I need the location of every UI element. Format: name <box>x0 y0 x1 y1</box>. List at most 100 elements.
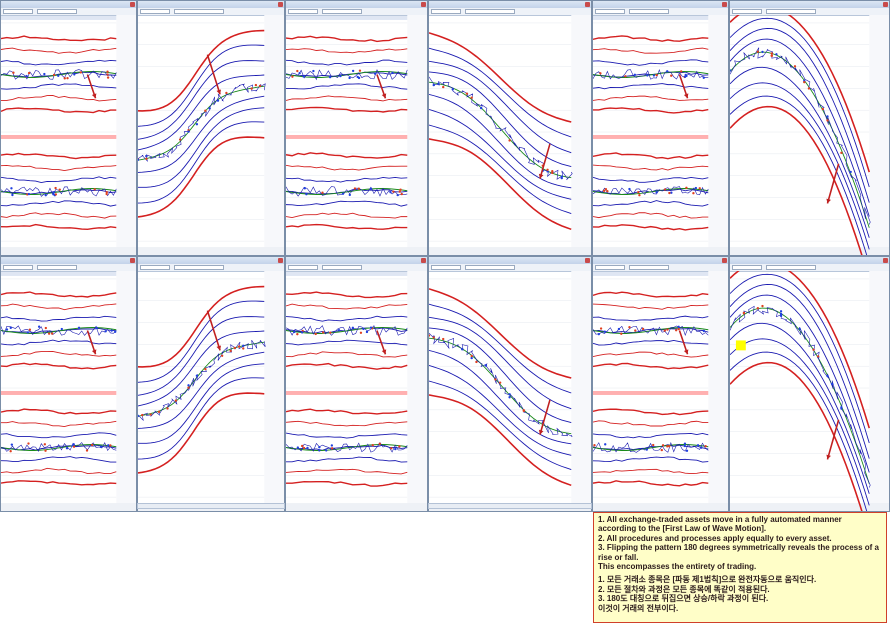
signal-dot <box>702 329 706 333</box>
chart-window-7[interactable] <box>0 256 137 512</box>
chart-caption-bar <box>1 135 117 139</box>
window-titlebar[interactable] <box>730 1 889 8</box>
band-line <box>1 71 117 78</box>
price-axis <box>869 271 889 511</box>
signal-dot <box>770 52 773 55</box>
chart-window-8[interactable] <box>137 256 285 512</box>
band-line <box>593 291 709 298</box>
window-titlebar[interactable] <box>138 257 284 264</box>
window-titlebar[interactable] <box>429 257 591 264</box>
signal-dot <box>560 176 563 180</box>
window-titlebar[interactable] <box>593 257 728 264</box>
chart-window-9[interactable] <box>285 256 428 512</box>
chart-window-6[interactable] <box>729 0 890 256</box>
close-icon[interactable] <box>883 258 888 263</box>
signal-dot <box>43 443 47 446</box>
horizontal-scrollbar[interactable] <box>137 503 285 509</box>
signal-dot <box>43 72 46 76</box>
close-icon[interactable] <box>278 2 283 7</box>
wave-price-chart <box>138 271 284 511</box>
band-line <box>138 351 265 429</box>
chart-window-4[interactable] <box>428 0 592 256</box>
signal-dot <box>666 70 669 73</box>
window-titlebar[interactable] <box>286 1 427 8</box>
chart-window-5[interactable] <box>592 0 729 256</box>
band-line <box>286 362 408 370</box>
signal-dot <box>704 445 707 448</box>
window-titlebar[interactable] <box>593 1 728 8</box>
signal-dot <box>371 443 374 447</box>
chart-window-12[interactable] <box>729 256 890 512</box>
signal-dot <box>470 96 473 99</box>
close-icon[interactable] <box>585 2 590 7</box>
band-line <box>429 364 572 456</box>
signal-dot <box>330 447 334 450</box>
close-icon[interactable] <box>722 258 727 263</box>
moving-average-line <box>1 188 117 195</box>
signal-dot <box>694 186 698 190</box>
window-titlebar[interactable] <box>1 257 136 264</box>
band-line <box>1 432 117 439</box>
signal-dot <box>65 447 69 450</box>
chart-toolbar[interactable] <box>429 264 591 272</box>
close-icon[interactable] <box>130 2 135 7</box>
signal-dot <box>341 192 345 195</box>
signal-dot <box>698 187 701 190</box>
band-line <box>138 107 265 188</box>
window-titlebar[interactable] <box>286 257 427 264</box>
close-icon[interactable] <box>722 2 727 7</box>
signal-dot <box>770 54 773 58</box>
signal-dot <box>369 187 373 191</box>
chart-toolbar[interactable] <box>429 8 591 16</box>
chart-window-2[interactable] <box>137 0 285 256</box>
band-line <box>593 200 709 207</box>
chart-toolbar[interactable] <box>286 8 427 16</box>
signal-dot <box>602 189 606 193</box>
wave-price-chart <box>730 15 889 255</box>
signal-dot <box>593 444 596 447</box>
close-icon[interactable] <box>278 258 283 263</box>
chart-window-1[interactable] <box>0 0 137 256</box>
price-axis <box>264 15 284 255</box>
stacked-price-charts <box>286 15 427 255</box>
chart-toolbar[interactable] <box>138 8 284 16</box>
close-icon[interactable] <box>130 258 135 263</box>
signal-dot <box>95 326 98 330</box>
chart-toolbar[interactable] <box>138 264 284 272</box>
band-line <box>593 420 709 427</box>
chart-toolbar[interactable] <box>593 8 728 16</box>
window-titlebar[interactable] <box>138 1 284 8</box>
window-titlebar[interactable] <box>1 1 136 8</box>
signal-dot <box>296 332 299 336</box>
signal-dot <box>645 448 648 451</box>
signal-dot <box>702 76 705 79</box>
chart-toolbar[interactable] <box>286 264 427 272</box>
close-icon[interactable] <box>883 2 888 7</box>
chart-toolbar[interactable] <box>730 264 889 272</box>
window-titlebar[interactable] <box>730 257 889 264</box>
chart-window-10[interactable] <box>428 256 592 512</box>
chart-toolbar[interactable] <box>1 264 136 272</box>
window-titlebar[interactable] <box>429 1 591 8</box>
signal-dot <box>330 444 334 447</box>
band-line <box>286 200 408 207</box>
close-icon[interactable] <box>421 258 426 263</box>
signal-dot <box>399 188 402 191</box>
chart-toolbar[interactable] <box>1 8 136 16</box>
close-icon[interactable] <box>421 2 426 7</box>
band-line <box>138 74 265 151</box>
price-axis <box>708 15 728 255</box>
signal-dot <box>105 192 108 196</box>
signal-dot <box>258 84 262 88</box>
horizontal-scrollbar[interactable] <box>428 503 592 509</box>
chart-caption-bar <box>286 391 408 395</box>
band-line <box>593 47 709 54</box>
chart-toolbar[interactable] <box>730 8 889 16</box>
wave-price-chart <box>730 271 889 511</box>
signal-dot <box>670 191 673 194</box>
chart-window-3[interactable] <box>285 0 428 256</box>
band-line <box>593 152 709 160</box>
chart-toolbar[interactable] <box>593 264 728 272</box>
close-icon[interactable] <box>585 258 590 263</box>
chart-window-11[interactable] <box>592 256 729 512</box>
